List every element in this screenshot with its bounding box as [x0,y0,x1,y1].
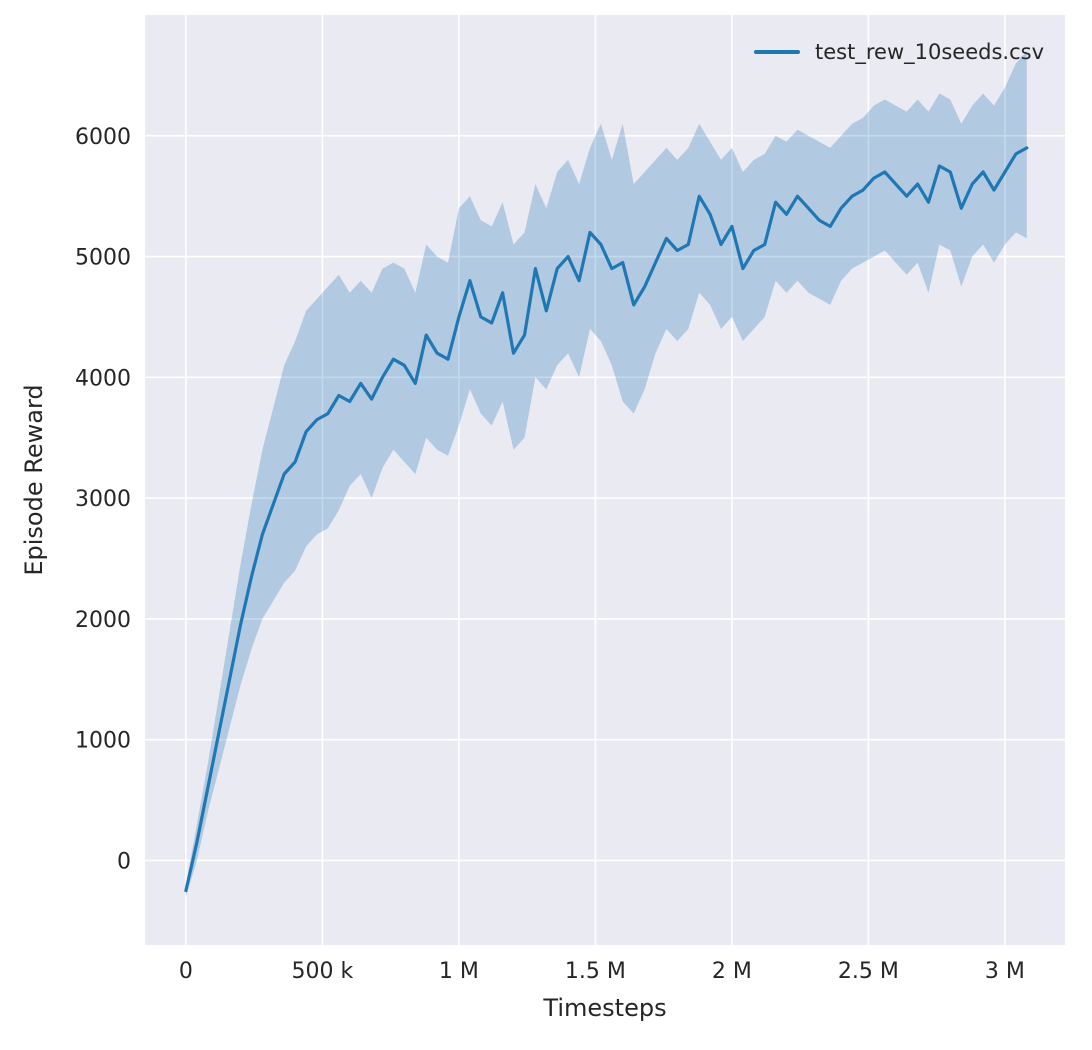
x-axis-label: Timesteps [543,994,667,1022]
x-tick-label: 3 M [985,959,1025,984]
y-tick-label: 2000 [75,608,131,633]
y-tick-label: 6000 [75,125,131,150]
y-tick-label: 0 [117,850,131,875]
y-axis-label: Episode Reward [20,384,48,576]
y-tick-label: 5000 [75,246,131,271]
plot-background [145,15,1065,945]
x-tick-label: 1.5 M [565,959,626,984]
legend-line-swatch [754,50,801,54]
legend: test_rew_10seeds.csv [754,40,1044,64]
y-tick-label: 4000 [75,366,131,391]
confidence-band [185,51,1027,897]
x-tick-label: 2 M [712,959,752,984]
legend-label: test_rew_10seeds.csv [815,40,1044,64]
x-tick-label: 1 M [439,959,479,984]
x-tick-label: 2.5 M [838,959,899,984]
y-tick-label: 1000 [75,729,131,754]
x-tick-label: 0 [179,959,193,984]
series-line [184,146,1029,893]
y-tick-label: 3000 [75,487,131,512]
x-tick-label: 500 k [292,959,354,984]
